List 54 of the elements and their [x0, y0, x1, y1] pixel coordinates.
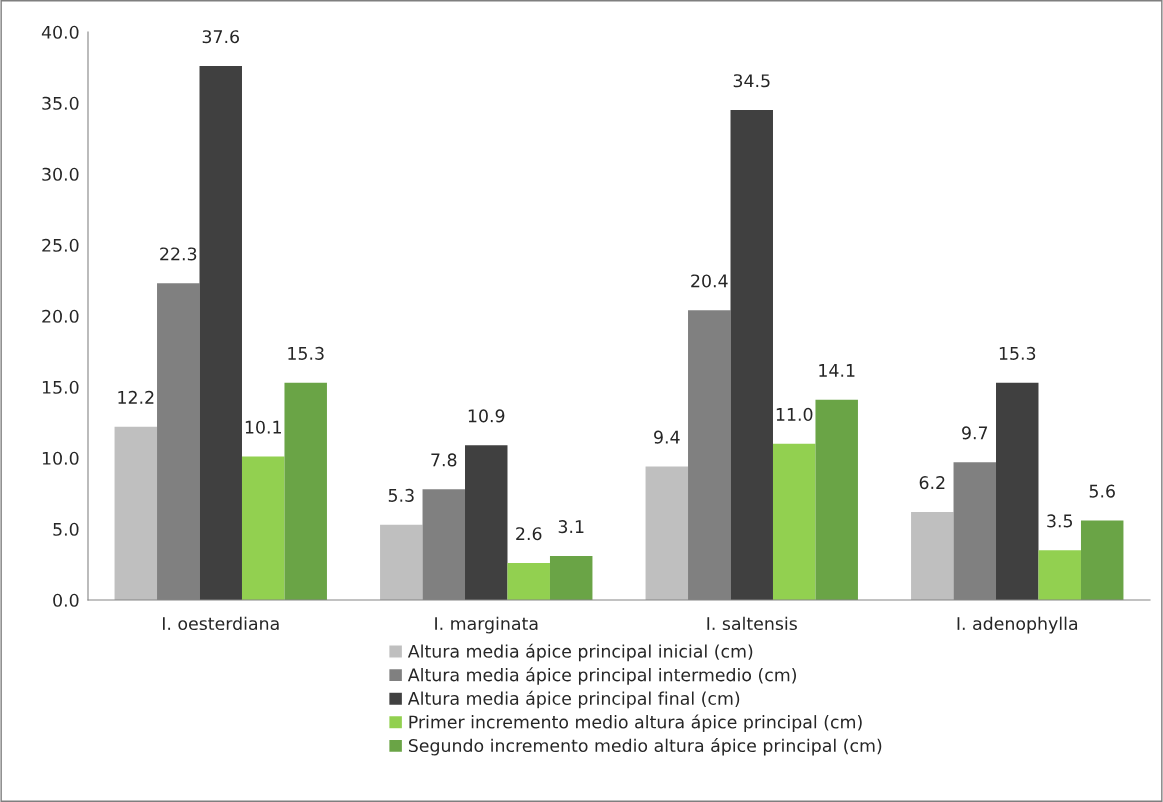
bar: [911, 511, 954, 600]
data-label: 10.9: [468, 409, 505, 423]
bar: [996, 382, 1039, 600]
data-label: 15.3: [999, 346, 1036, 360]
bar: [507, 563, 550, 600]
y-tick-label: 15.0: [42, 380, 79, 394]
data-label: 7.8: [431, 453, 457, 467]
y-tick-label: 25.0: [42, 238, 79, 252]
data-label: 3.1: [558, 520, 584, 534]
y-tick-label: 35.0: [42, 96, 79, 110]
data-label: 20.4: [691, 274, 728, 288]
data-label: 9.4: [654, 430, 680, 444]
bar: [465, 445, 508, 600]
x-tick-label: I. saltensis: [707, 616, 797, 631]
data-label: 12.2: [118, 390, 154, 404]
bar: [199, 66, 242, 600]
legend-label: Altura media ápice principal final (cm): [407, 690, 740, 709]
data-label: 37.6: [202, 30, 239, 44]
bar: [1038, 550, 1081, 600]
data-label: 10.1: [245, 420, 281, 434]
bar: [645, 466, 689, 600]
data-label: 14.1: [819, 364, 855, 377]
x-tick-label: I. oesterdiana: [162, 616, 279, 631]
bar: [241, 456, 285, 600]
data-label: 6.2: [919, 476, 945, 490]
bar: [114, 426, 158, 600]
data-label: 11.0: [776, 407, 813, 421]
x-tick-label: I. marginata: [435, 616, 538, 634]
data-label: 22.3: [160, 247, 197, 261]
bar: [772, 443, 816, 600]
bar: [284, 382, 327, 600]
y-tick-label: 10.0: [42, 451, 79, 465]
y-tick-label: 30.0: [42, 167, 79, 181]
bar: [1080, 520, 1124, 600]
data-label: 2.6: [516, 527, 542, 541]
x-tick-label: I. adenophylla: [957, 616, 1078, 634]
bar: [549, 555, 593, 600]
y-tick-label: 0.0: [53, 593, 79, 607]
legend-label: Altura media ápice principal inicial (cm): [407, 643, 753, 662]
data-label: 15.3: [288, 346, 324, 360]
data-label: 9.7: [962, 426, 988, 440]
data-label: 3.5: [1047, 514, 1073, 528]
y-tick-label: 20.0: [42, 309, 79, 323]
data-label: 5.6: [1089, 484, 1115, 498]
legend-label: Segundo incremento medio altura ápice principal (cm): [408, 737, 882, 756]
bar: [815, 399, 858, 600]
legend-label: Primer incremento medio altura ápice principal (cm): [409, 714, 862, 732]
y-tick-label: 40.0: [41, 25, 79, 39]
bar: [380, 524, 423, 600]
data-label: 5.3: [388, 488, 414, 502]
y-tick-label: 5.0: [53, 522, 79, 536]
data-label: 34.5: [733, 74, 770, 88]
legend-label: Altura media ápice principal intermedio (cm): [407, 667, 796, 685]
bar: [730, 110, 773, 600]
